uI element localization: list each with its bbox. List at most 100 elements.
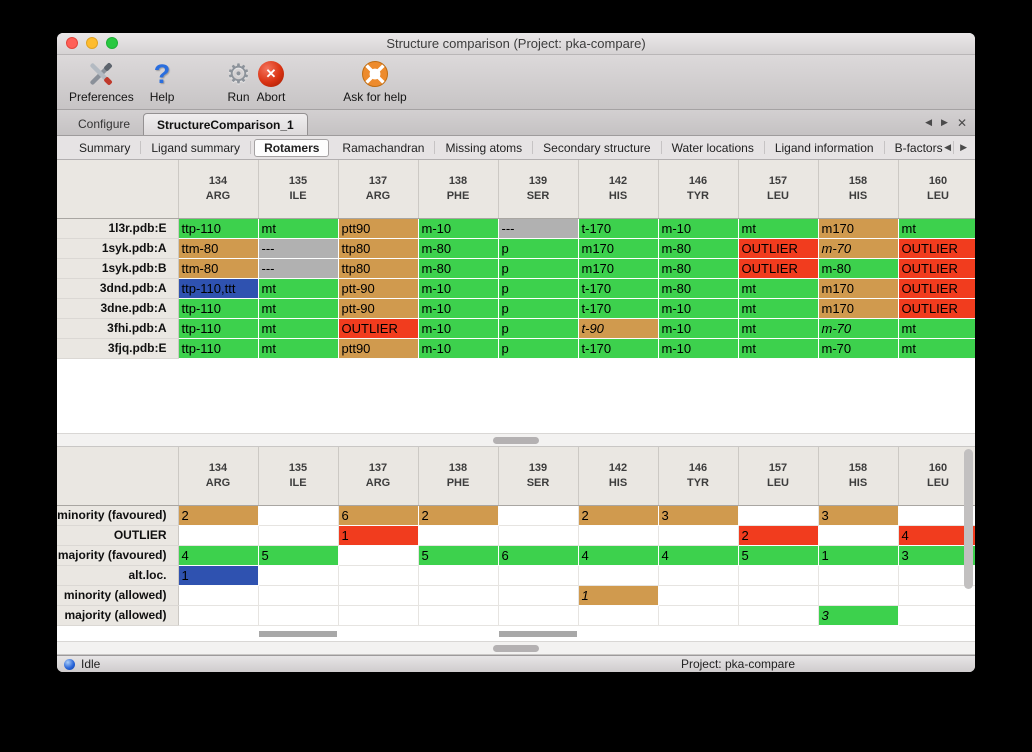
cell[interactable]: mt xyxy=(258,218,339,239)
cell[interactable] xyxy=(578,525,659,546)
cell[interactable]: ptt90 xyxy=(338,338,419,359)
cell[interactable] xyxy=(178,585,259,606)
subtab-summary[interactable]: Summary xyxy=(69,141,142,155)
subtab-missing-atoms[interactable]: Missing atoms xyxy=(435,141,534,155)
column-header-134[interactable]: 134 ARG xyxy=(178,160,259,219)
subtab-ligand-summary[interactable]: Ligand summary xyxy=(141,141,252,155)
cell[interactable]: mt xyxy=(258,318,339,339)
cell[interactable]: t-170 xyxy=(578,218,659,239)
cell[interactable]: 3 xyxy=(818,605,899,626)
subtab-water-locations[interactable]: Water locations xyxy=(662,141,765,155)
row-label[interactable]: minority (allowed) xyxy=(57,585,179,606)
cell[interactable]: --- xyxy=(498,218,579,239)
subtab-secondary-structure[interactable]: Secondary structure xyxy=(533,141,662,155)
subtab-b-factors[interactable]: B-factors xyxy=(885,141,954,155)
cell[interactable]: 2 xyxy=(178,505,259,526)
splitter-handle[interactable] xyxy=(493,645,539,652)
cell[interactable] xyxy=(338,605,419,626)
cell[interactable]: 6 xyxy=(498,545,579,566)
cell[interactable] xyxy=(418,565,499,586)
cell[interactable]: --- xyxy=(258,238,339,259)
row-label[interactable]: 1syk.pdb:B xyxy=(57,258,179,279)
cell[interactable] xyxy=(738,565,819,586)
cell[interactable] xyxy=(258,585,339,606)
cell[interactable]: mt xyxy=(738,318,819,339)
cell[interactable]: mt xyxy=(738,338,819,359)
cell[interactable]: m-10 xyxy=(418,278,499,299)
cell[interactable]: ptt-90 xyxy=(338,278,419,299)
cell[interactable]: OUTLIER xyxy=(898,298,975,319)
cell[interactable]: 2 xyxy=(578,505,659,526)
cell[interactable] xyxy=(658,605,739,626)
cell[interactable]: p xyxy=(498,258,579,279)
titlebar[interactable]: Structure comparison (Project: pka-compa… xyxy=(57,33,975,55)
cell[interactable]: m-10 xyxy=(418,318,499,339)
cell[interactable] xyxy=(418,585,499,606)
cell[interactable]: m-10 xyxy=(658,298,739,319)
cell[interactable] xyxy=(498,585,579,606)
ask-for-help-button[interactable]: Ask for help xyxy=(343,58,407,104)
row-label[interactable]: 3dne.pdb:A xyxy=(57,298,179,319)
cell[interactable]: 3 xyxy=(818,505,899,526)
cell[interactable]: m170 xyxy=(818,278,899,299)
cell[interactable] xyxy=(578,565,659,586)
column-header-138[interactable]: 138 PHE xyxy=(418,447,499,506)
cell[interactable]: 2 xyxy=(738,525,819,546)
cell[interactable]: mt xyxy=(898,338,975,359)
cell[interactable]: m170 xyxy=(578,258,659,279)
cell[interactable]: 4 xyxy=(898,525,975,546)
cell[interactable] xyxy=(418,605,499,626)
cell[interactable]: ttm-80 xyxy=(178,258,259,279)
cell[interactable] xyxy=(898,585,975,606)
minimize-window-button[interactable] xyxy=(86,37,98,49)
cell[interactable] xyxy=(418,525,499,546)
cell[interactable]: 4 xyxy=(658,545,739,566)
cell[interactable]: OUTLIER xyxy=(898,278,975,299)
row-label[interactable]: 1l3r.pdb:E xyxy=(57,218,179,239)
column-header-157[interactable]: 157 LEU xyxy=(738,447,819,506)
row-label[interactable]: OUTLIER xyxy=(57,525,179,546)
cell[interactable]: 4 xyxy=(178,545,259,566)
column-header-137[interactable]: 137 ARG xyxy=(338,447,419,506)
row-label[interactable]: majority (allowed) xyxy=(57,605,179,626)
cell[interactable] xyxy=(258,605,339,626)
cell[interactable] xyxy=(498,605,579,626)
cell[interactable]: m170 xyxy=(818,218,899,239)
column-header-160[interactable]: 160 LEU xyxy=(898,447,975,506)
cell[interactable]: m-80 xyxy=(418,258,499,279)
cell[interactable]: m-10 xyxy=(418,298,499,319)
tab-structurecomparison-1[interactable]: StructureComparison_1 xyxy=(143,113,308,135)
cell[interactable] xyxy=(498,505,579,526)
subtab-next-icon[interactable]: ▶ xyxy=(960,142,967,152)
splitter[interactable] xyxy=(57,641,975,655)
cell[interactable]: m170 xyxy=(578,238,659,259)
cell[interactable] xyxy=(738,505,819,526)
cell[interactable]: ttp-110 xyxy=(178,218,259,239)
cell[interactable]: m170 xyxy=(818,298,899,319)
cell[interactable]: mt xyxy=(738,218,819,239)
cell[interactable]: m-80 xyxy=(818,258,899,279)
cell[interactable] xyxy=(658,565,739,586)
cell[interactable]: mt xyxy=(738,278,819,299)
cell[interactable]: m-10 xyxy=(418,338,499,359)
cell[interactable]: p xyxy=(498,338,579,359)
cell[interactable] xyxy=(498,565,579,586)
cell[interactable]: 5 xyxy=(258,545,339,566)
cell[interactable]: ttp-110 xyxy=(178,298,259,319)
subtab-ligand-information[interactable]: Ligand information xyxy=(765,141,885,155)
cell[interactable]: ttp80 xyxy=(338,238,419,259)
cell[interactable]: ttm-80 xyxy=(178,238,259,259)
cell[interactable]: --- xyxy=(258,258,339,279)
subtab-ramachandran[interactable]: Ramachandran xyxy=(332,141,436,155)
subtab-prev-icon[interactable]: ◀ xyxy=(944,142,952,152)
cell[interactable]: 6 xyxy=(338,505,419,526)
cell[interactable] xyxy=(818,565,899,586)
cell[interactable]: t-170 xyxy=(578,338,659,359)
cell[interactable]: OUTLIER xyxy=(898,238,975,259)
abort-button[interactable]: ✕ Abort xyxy=(257,58,285,104)
cell[interactable]: ttp-110 xyxy=(178,338,259,359)
column-header-158[interactable]: 158 HIS xyxy=(818,447,899,506)
cell[interactable]: 2 xyxy=(418,505,499,526)
cell[interactable]: p xyxy=(498,238,579,259)
help-button[interactable]: ? Help xyxy=(150,58,175,105)
